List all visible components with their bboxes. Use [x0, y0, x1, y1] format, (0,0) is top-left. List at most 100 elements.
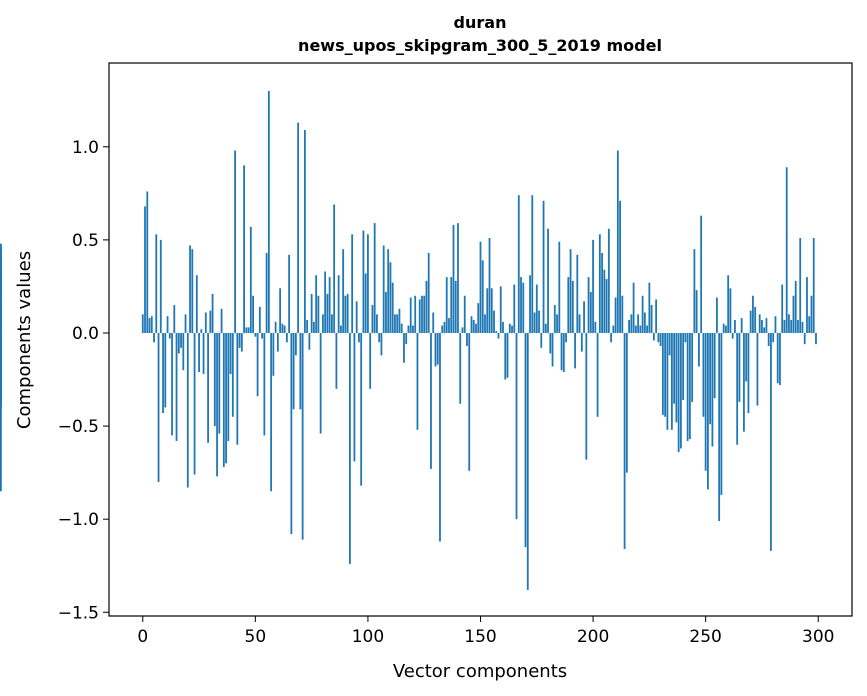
bar: [231, 332, 234, 417]
bar: [605, 278, 608, 333]
bar: [427, 252, 430, 333]
bar: [625, 332, 628, 473]
bar: [409, 297, 412, 333]
bar: [718, 332, 721, 522]
bar: [792, 295, 795, 333]
bar: [774, 316, 777, 333]
bar: [508, 323, 511, 333]
bar: [797, 319, 799, 333]
bar: [725, 325, 727, 333]
bar: [303, 130, 306, 333]
bar: [254, 332, 257, 337]
bar: [767, 332, 770, 347]
bar: [646, 325, 649, 333]
bar: [371, 305, 374, 333]
bar: [634, 325, 637, 333]
bar: [380, 332, 383, 356]
bar: [682, 332, 685, 401]
bar: [466, 332, 468, 347]
bar: [610, 332, 612, 343]
bar: [544, 323, 547, 333]
bar: [749, 310, 752, 333]
bar: [162, 332, 164, 414]
bar: [159, 239, 162, 333]
bar: [180, 332, 182, 348]
bar: [549, 332, 552, 354]
bar: [292, 332, 295, 410]
bar: [423, 295, 426, 333]
bar: [373, 223, 376, 333]
bar: [445, 277, 448, 333]
bar: [779, 332, 781, 386]
bar: [360, 332, 363, 486]
bar: [222, 332, 225, 468]
bar: [400, 323, 403, 333]
x-tick-label: 250: [689, 627, 721, 647]
bar: [294, 332, 297, 356]
bar: [641, 295, 644, 333]
bar: [630, 314, 633, 333]
bar: [612, 325, 615, 333]
bar: [335, 332, 338, 389]
bar: [752, 295, 754, 333]
bar: [441, 325, 444, 333]
bar: [727, 275, 730, 333]
bar: [198, 332, 200, 373]
bar: [211, 293, 214, 333]
bar: [585, 332, 588, 460]
bar: [720, 332, 723, 495]
bar: [677, 332, 680, 453]
bar: [326, 293, 329, 333]
bar: [484, 314, 486, 333]
bar: [448, 318, 450, 333]
bar: [245, 327, 248, 333]
bar: [704, 332, 707, 471]
bar: [274, 321, 277, 333]
bar: [281, 323, 284, 333]
y-tick-label: 1.0: [72, 138, 99, 158]
bar: [412, 325, 414, 333]
bar: [765, 318, 768, 333]
bar: [661, 332, 664, 415]
bar: [781, 284, 784, 333]
bar: [794, 280, 797, 333]
bar: [679, 332, 682, 449]
bar: [249, 226, 252, 333]
bar: [815, 332, 817, 345]
bar: [497, 332, 500, 339]
bar: [785, 167, 788, 333]
bar: [301, 332, 304, 540]
bar: [806, 277, 808, 333]
bar: [648, 282, 651, 333]
bar: [279, 288, 282, 333]
bar: [229, 332, 232, 374]
bar: [216, 332, 218, 477]
chart-subtitle: news_upos_skipgram_300_5_2019 model: [298, 36, 662, 55]
bar: [457, 223, 459, 333]
bar: [520, 277, 522, 333]
bar: [398, 308, 401, 333]
bar: [166, 316, 169, 333]
bar: [650, 305, 653, 333]
bar: [522, 282, 525, 333]
bar: [407, 325, 410, 333]
bar: [385, 292, 387, 333]
bar: [652, 332, 655, 341]
bar: [432, 312, 435, 333]
bar: [601, 252, 603, 333]
bar: [267, 90, 270, 333]
bar: [531, 195, 534, 333]
bar: [382, 245, 385, 333]
bar: [716, 297, 718, 333]
bar: [668, 332, 671, 356]
bar: [628, 319, 630, 333]
bar: [425, 280, 428, 333]
bar: [146, 191, 149, 333]
bar: [495, 331, 498, 333]
bar: [734, 319, 736, 333]
bar: [659, 332, 662, 347]
bar: [655, 299, 658, 333]
bar: [276, 332, 279, 352]
plot-frame: [108, 62, 853, 617]
